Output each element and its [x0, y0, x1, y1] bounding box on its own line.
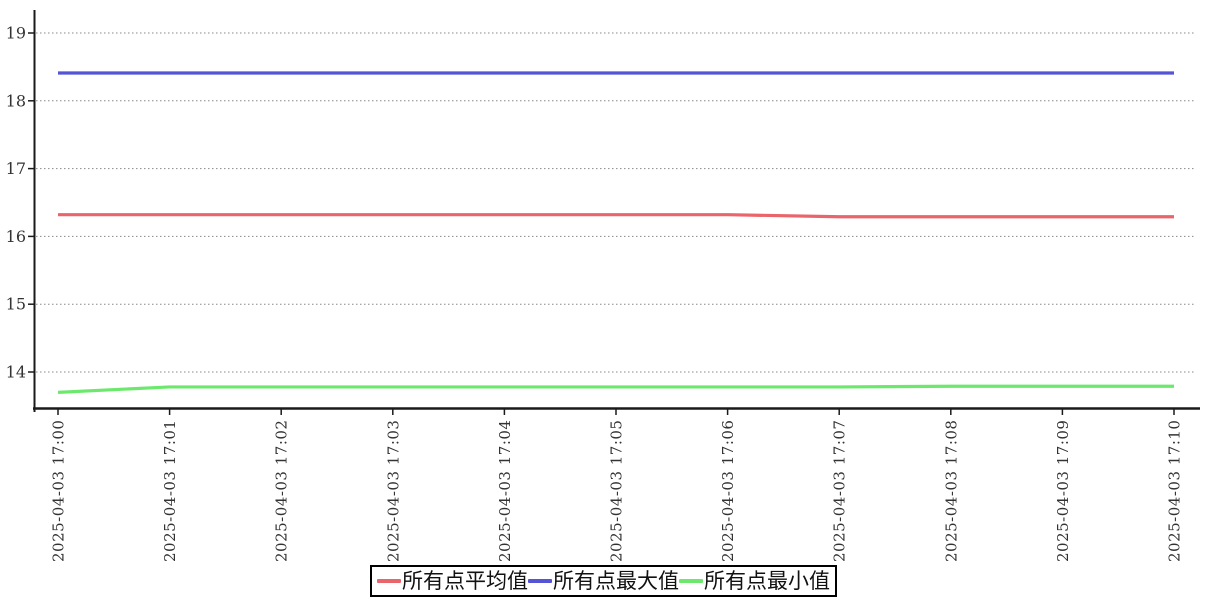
x-tick-label: 2025-04-03 17:06: [719, 420, 737, 562]
y-tick-label: 19: [6, 24, 26, 43]
x-tick-label: 2025-04-03 17:02: [273, 420, 291, 562]
legend-dash-max-icon: [528, 579, 552, 583]
x-tick-label: 2025-04-03 17:03: [384, 420, 402, 562]
legend: 所有点平均值 所有点最大值 所有点最小值: [0, 565, 1207, 597]
x-tick-label: 2025-04-03 17:01: [161, 420, 179, 562]
series-line-0: [58, 213, 1174, 219]
x-tick-label: 2025-04-03 17:10: [1166, 420, 1184, 562]
legend-label-average: 所有点平均值: [402, 569, 528, 593]
x-tick-label: 2025-04-03 17:04: [496, 420, 514, 562]
x-tick-label: 2025-04-03 17:07: [831, 420, 849, 562]
y-tick-label: 15: [6, 295, 26, 314]
y-tick-label: 17: [6, 159, 26, 178]
legend-item-average: 所有点平均值: [377, 568, 528, 594]
x-tick-label: 2025-04-03 17:09: [1054, 420, 1072, 562]
legend-label-min: 所有点最小值: [704, 569, 830, 593]
x-tick-label: 2025-04-03 17:08: [942, 420, 960, 562]
legend-dash-min-icon: [679, 579, 703, 583]
legend-dash-average-icon: [377, 579, 401, 583]
legend-item-max: 所有点最大值: [528, 568, 679, 594]
y-tick-label: 16: [6, 227, 26, 246]
legend-item-min: 所有点最小值: [679, 568, 830, 594]
x-tick-label: 2025-04-03 17:00: [50, 420, 68, 562]
legend-label-max: 所有点最大值: [553, 569, 679, 593]
y-tick-label: 18: [6, 91, 26, 110]
series-line-2: [57, 384, 1174, 394]
x-tick-label: 2025-04-03 17:05: [608, 420, 626, 562]
legend-box: 所有点平均值 所有点最大值 所有点最小值: [370, 565, 837, 597]
y-tick-label: 14: [6, 363, 26, 382]
